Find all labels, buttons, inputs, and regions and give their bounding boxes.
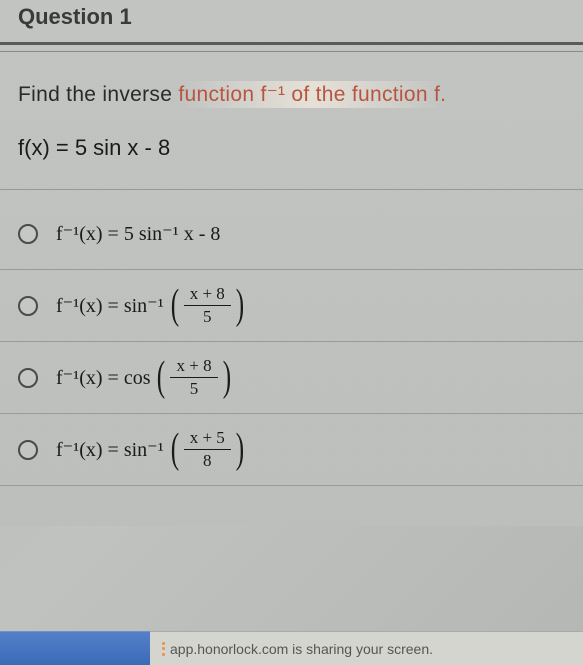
divider-thin bbox=[0, 51, 583, 52]
radio-option-4[interactable] bbox=[18, 440, 38, 460]
paren-right-icon: ) bbox=[236, 289, 244, 323]
option-4-formula: f⁻¹(x) = sin⁻¹ ( x + 5 8 ) bbox=[56, 428, 247, 471]
prompt-text: Find the inverse function f⁻¹ of the fun… bbox=[0, 82, 583, 135]
paren-left-icon: ( bbox=[171, 433, 179, 467]
paren-right-icon: ) bbox=[222, 361, 230, 395]
option-4-denominator: 8 bbox=[203, 450, 212, 471]
option-3-lhs: f⁻¹(x) = cos bbox=[56, 365, 150, 390]
paren-left-icon: ( bbox=[157, 361, 165, 395]
bottom-bar: app.honorlock.com is sharing your screen… bbox=[0, 631, 583, 665]
radio-option-3[interactable] bbox=[18, 368, 38, 388]
notification-text: app.honorlock.com is sharing your screen… bbox=[170, 641, 433, 657]
radio-option-2[interactable] bbox=[18, 296, 38, 316]
option-3-numerator: x + 8 bbox=[170, 356, 217, 378]
paren-right-icon: ) bbox=[236, 433, 244, 467]
options-top-border bbox=[0, 189, 583, 190]
prompt-highlight: function f⁻¹ of the function f. bbox=[178, 83, 446, 106]
option-2-numerator: x + 8 bbox=[184, 284, 231, 306]
notif-icon bbox=[162, 642, 166, 656]
option-1-text: f⁻¹(x) = 5 sin⁻¹ x - 8 bbox=[56, 221, 220, 246]
option-2-formula: f⁻¹(x) = sin⁻¹ ( x + 8 5 ) bbox=[56, 284, 247, 327]
option-4-numerator: x + 5 bbox=[184, 428, 231, 450]
option-1-formula: f⁻¹(x) = 5 sin⁻¹ x - 8 bbox=[56, 221, 220, 246]
option-2-lhs: f⁻¹(x) = sin⁻¹ bbox=[56, 293, 164, 318]
divider-thick bbox=[0, 42, 583, 45]
option-4-lhs: f⁻¹(x) = sin⁻¹ bbox=[56, 437, 164, 462]
option-row-3[interactable]: f⁻¹(x) = cos ( x + 8 5 ) bbox=[0, 342, 583, 414]
question-header: Question 1 bbox=[0, 0, 583, 42]
option-row-1[interactable]: f⁻¹(x) = 5 sin⁻¹ x - 8 bbox=[0, 198, 583, 270]
paren-left-icon: ( bbox=[171, 289, 179, 323]
prompt-prefix: Find the inverse bbox=[18, 83, 178, 106]
function-definition: f(x) = 5 sin x - 8 bbox=[0, 135, 583, 181]
bottom-blue-button[interactable] bbox=[0, 631, 150, 665]
option-2-denominator: 5 bbox=[203, 306, 212, 327]
option-row-2[interactable]: f⁻¹(x) = sin⁻¹ ( x + 8 5 ) bbox=[0, 270, 583, 342]
screen-share-notification: app.honorlock.com is sharing your screen… bbox=[150, 631, 583, 665]
option-row-4[interactable]: f⁻¹(x) = sin⁻¹ ( x + 5 8 ) bbox=[0, 414, 583, 486]
option-3-denominator: 5 bbox=[190, 378, 199, 399]
radio-option-1[interactable] bbox=[18, 224, 38, 244]
option-3-formula: f⁻¹(x) = cos ( x + 8 5 ) bbox=[56, 356, 234, 399]
